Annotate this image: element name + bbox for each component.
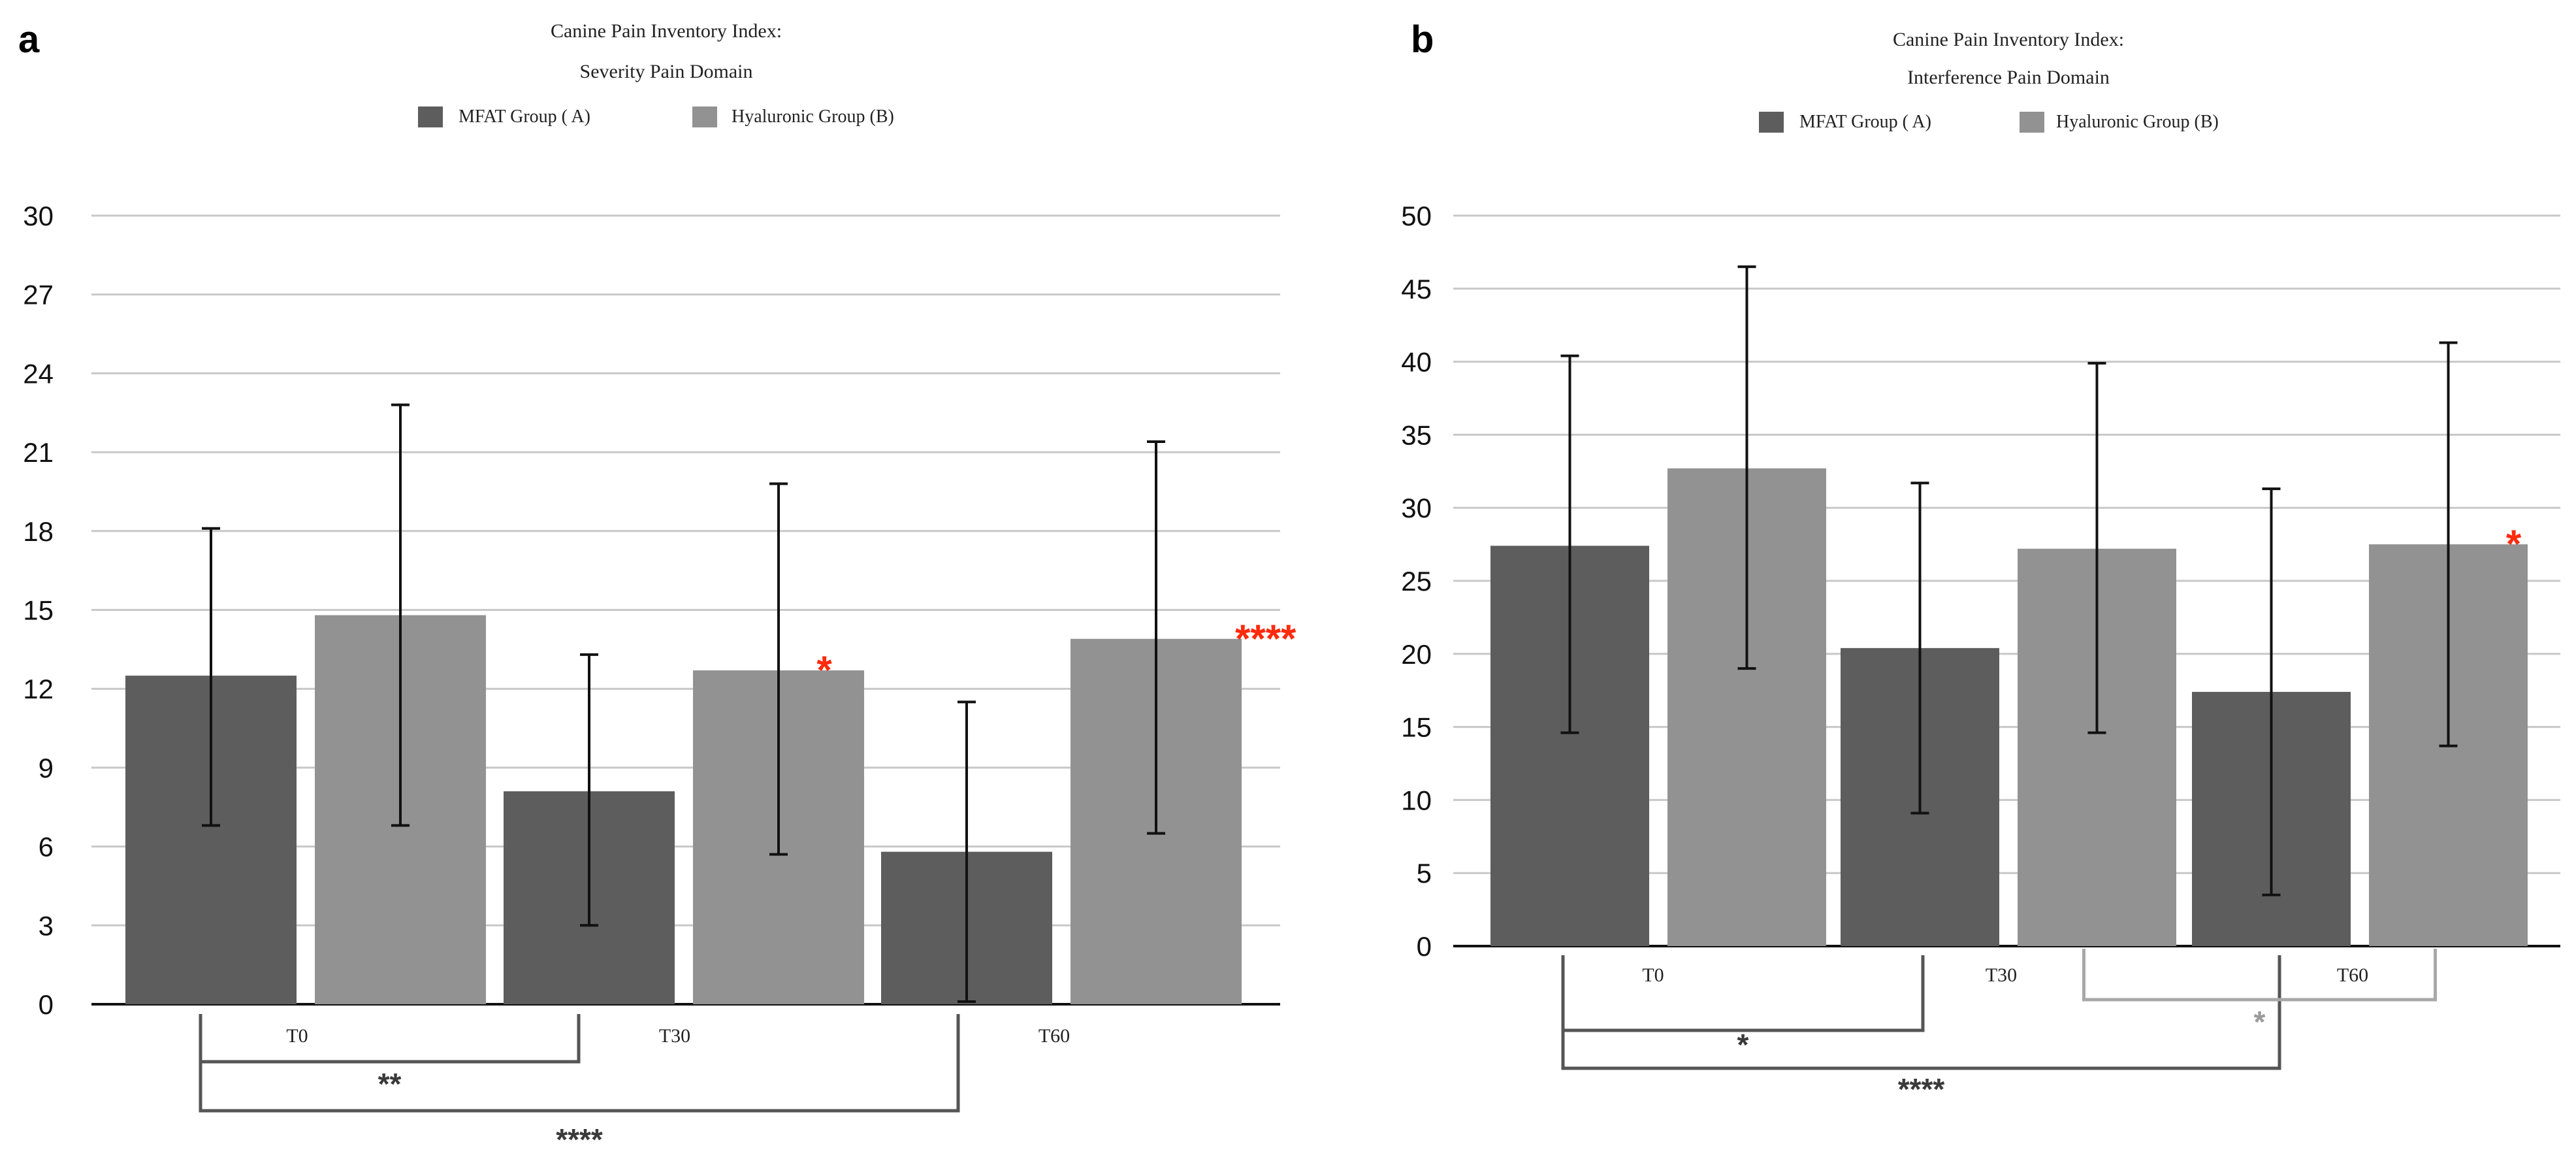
y-tick-label: 15 <box>1401 712 1432 743</box>
legend-label-mfat: MFAT Group ( A) <box>1799 112 1931 132</box>
panel-a-subtitle: Severity Pain Domain <box>580 61 753 82</box>
panel-b-subtitle: Interference Pain Domain <box>1907 67 2110 88</box>
panel-a-y-tick-labels: 0 3 6 9 12 15 18 21 24 27 30 <box>23 201 54 1020</box>
bracket-significance-label: ** <box>378 1067 402 1101</box>
panel-a-legend: MFAT Group ( A) Hyaluronic Group (B) <box>418 106 894 127</box>
y-tick-label: 25 <box>1401 566 1432 597</box>
panel-b-letter: b <box>1411 18 1434 61</box>
panel-a-x-tick-labels: T0 T30 T60 <box>286 1025 1070 1047</box>
panel-a-error-bars <box>202 403 1165 1003</box>
panel-b-significance-markers: * <box>2506 522 2522 566</box>
y-tick-label: 10 <box>1401 785 1432 815</box>
legend-swatch-hyaluronic <box>2020 112 2044 133</box>
y-tick-label: 50 <box>1401 201 1432 231</box>
y-tick-label: 18 <box>23 516 54 547</box>
panel-a-title: Canine Pain Inventory Index: <box>551 20 782 42</box>
legend-label-hyaluronic: Hyaluronic Group (B) <box>2056 112 2219 132</box>
bracket-significance-label: **** <box>1898 1072 1945 1106</box>
y-tick-label: 40 <box>1401 347 1432 378</box>
legend-label-hyaluronic: Hyaluronic Group (B) <box>732 106 894 127</box>
legend-label-mfat: MFAT Group ( A) <box>459 106 590 127</box>
panel-a-bars <box>125 615 1242 1004</box>
panel-a-chart: a Canine Pain Inventory Index: Severity … <box>18 18 1296 1156</box>
significance-marker-red: * <box>816 648 832 692</box>
x-tick-label-t60: T60 <box>2337 964 2368 986</box>
comparison-bracket-light <box>2082 949 2437 1002</box>
comparison-bracket <box>199 1014 960 1113</box>
comparison-bracket <box>1561 955 2281 1070</box>
x-tick-label-t0: T0 <box>286 1025 308 1047</box>
y-tick-label: 0 <box>1417 931 1432 962</box>
panel-b-title: Canine Pain Inventory Index: <box>1893 29 2124 50</box>
panel-b-error-bars <box>1560 265 2458 896</box>
comparison-bracket <box>1561 955 1925 1032</box>
panel-b-comparison-brackets: ****** <box>1561 949 2437 1106</box>
y-tick-label: 35 <box>1401 419 1432 450</box>
panel-b-bars <box>1490 468 2528 946</box>
y-tick-label: 15 <box>23 595 54 626</box>
panel-b-legend: MFAT Group ( A) Hyaluronic Group (B) <box>1759 112 2219 133</box>
significance-marker-red: * <box>2506 522 2522 566</box>
y-tick-label: 21 <box>23 437 54 468</box>
x-tick-label-t0: T0 <box>1642 964 1664 986</box>
y-tick-label: 30 <box>1401 493 1432 523</box>
panel-b-chart: b Canine Pain Inventory Index: Interfere… <box>1401 18 2560 1106</box>
y-tick-label: 12 <box>23 674 54 704</box>
y-tick-label: 20 <box>1401 639 1432 670</box>
panel-a-comparison-brackets: ****** <box>199 1014 960 1156</box>
bracket-significance-label: * <box>1737 1028 1749 1062</box>
y-tick-label: 9 <box>39 753 54 783</box>
y-tick-label: 30 <box>23 201 54 231</box>
bracket-significance-label: **** <box>556 1122 603 1156</box>
y-tick-label: 24 <box>23 358 54 389</box>
panel-a-significance-markers: ***** <box>816 617 1296 692</box>
y-tick-label: 3 <box>39 910 54 941</box>
significance-marker-red: **** <box>1235 617 1296 661</box>
panel-b-y-tick-labels: 0 5 10 15 20 25 30 35 40 45 50 <box>1401 201 1432 962</box>
legend-swatch-mfat <box>1759 112 1784 133</box>
x-tick-label-t30: T30 <box>659 1025 690 1047</box>
panel-b-x-tick-labels: T0 T30 T60 <box>1642 964 2368 986</box>
y-tick-label: 45 <box>1401 274 1432 304</box>
legend-swatch-hyaluronic <box>692 106 717 127</box>
y-tick-label: 0 <box>39 989 54 1020</box>
comparison-bracket <box>199 1014 581 1064</box>
bracket-significance-label-light: * <box>2254 1005 2266 1039</box>
x-tick-label-t30: T30 <box>1986 964 2017 986</box>
y-tick-label: 27 <box>23 280 54 310</box>
y-tick-label: 6 <box>39 832 54 862</box>
panel-a-letter: a <box>18 18 40 61</box>
y-tick-label: 5 <box>1417 858 1432 889</box>
legend-swatch-mfat <box>418 106 443 127</box>
x-tick-label-t60: T60 <box>1038 1025 1070 1047</box>
